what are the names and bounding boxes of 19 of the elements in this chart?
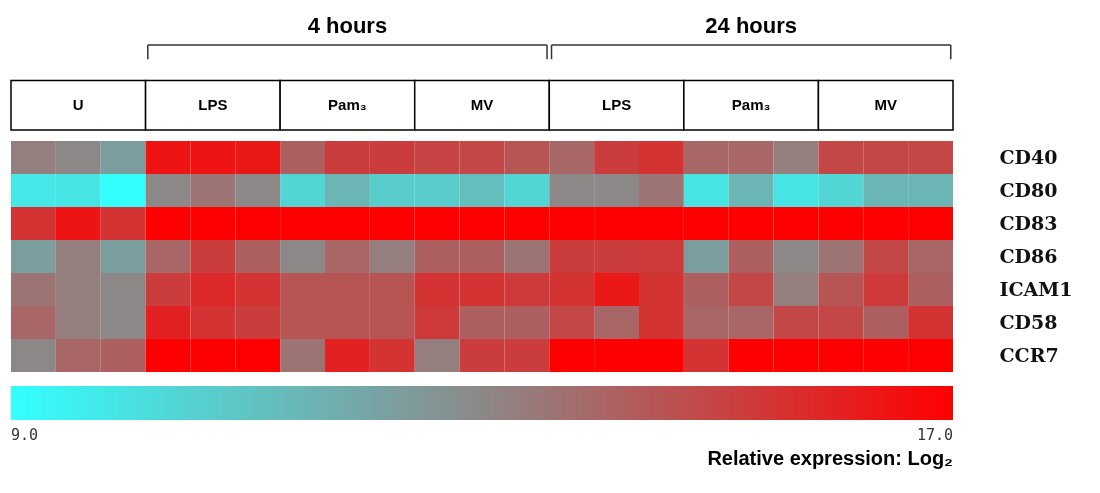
color-bar-title: Relative expression: Log₂ [707, 447, 953, 469]
text: Pam₃ [731, 96, 771, 114]
text: Pam₃ [328, 96, 367, 114]
text: MV [874, 96, 897, 114]
y-tick-label: CD86 [999, 244, 1058, 267]
y-tick-label: CD80 [999, 178, 1058, 201]
color-bar-label: 17.0 [916, 426, 953, 444]
y-tick-label: CD58 [999, 310, 1058, 333]
y-tick-label: CD40 [999, 145, 1058, 168]
text: U [72, 96, 84, 114]
y-tick-label: CCR7 [999, 343, 1059, 366]
y-tick-label: ICAM1 [999, 277, 1073, 300]
color-bar-label: 9.0 [11, 426, 39, 444]
text: MV [470, 96, 494, 114]
y-tick-label: CD83 [999, 211, 1058, 234]
text: LPS [601, 96, 632, 114]
text: LPS [198, 96, 228, 114]
text: 4 hours [307, 13, 388, 39]
text: 24 hours [705, 13, 797, 39]
